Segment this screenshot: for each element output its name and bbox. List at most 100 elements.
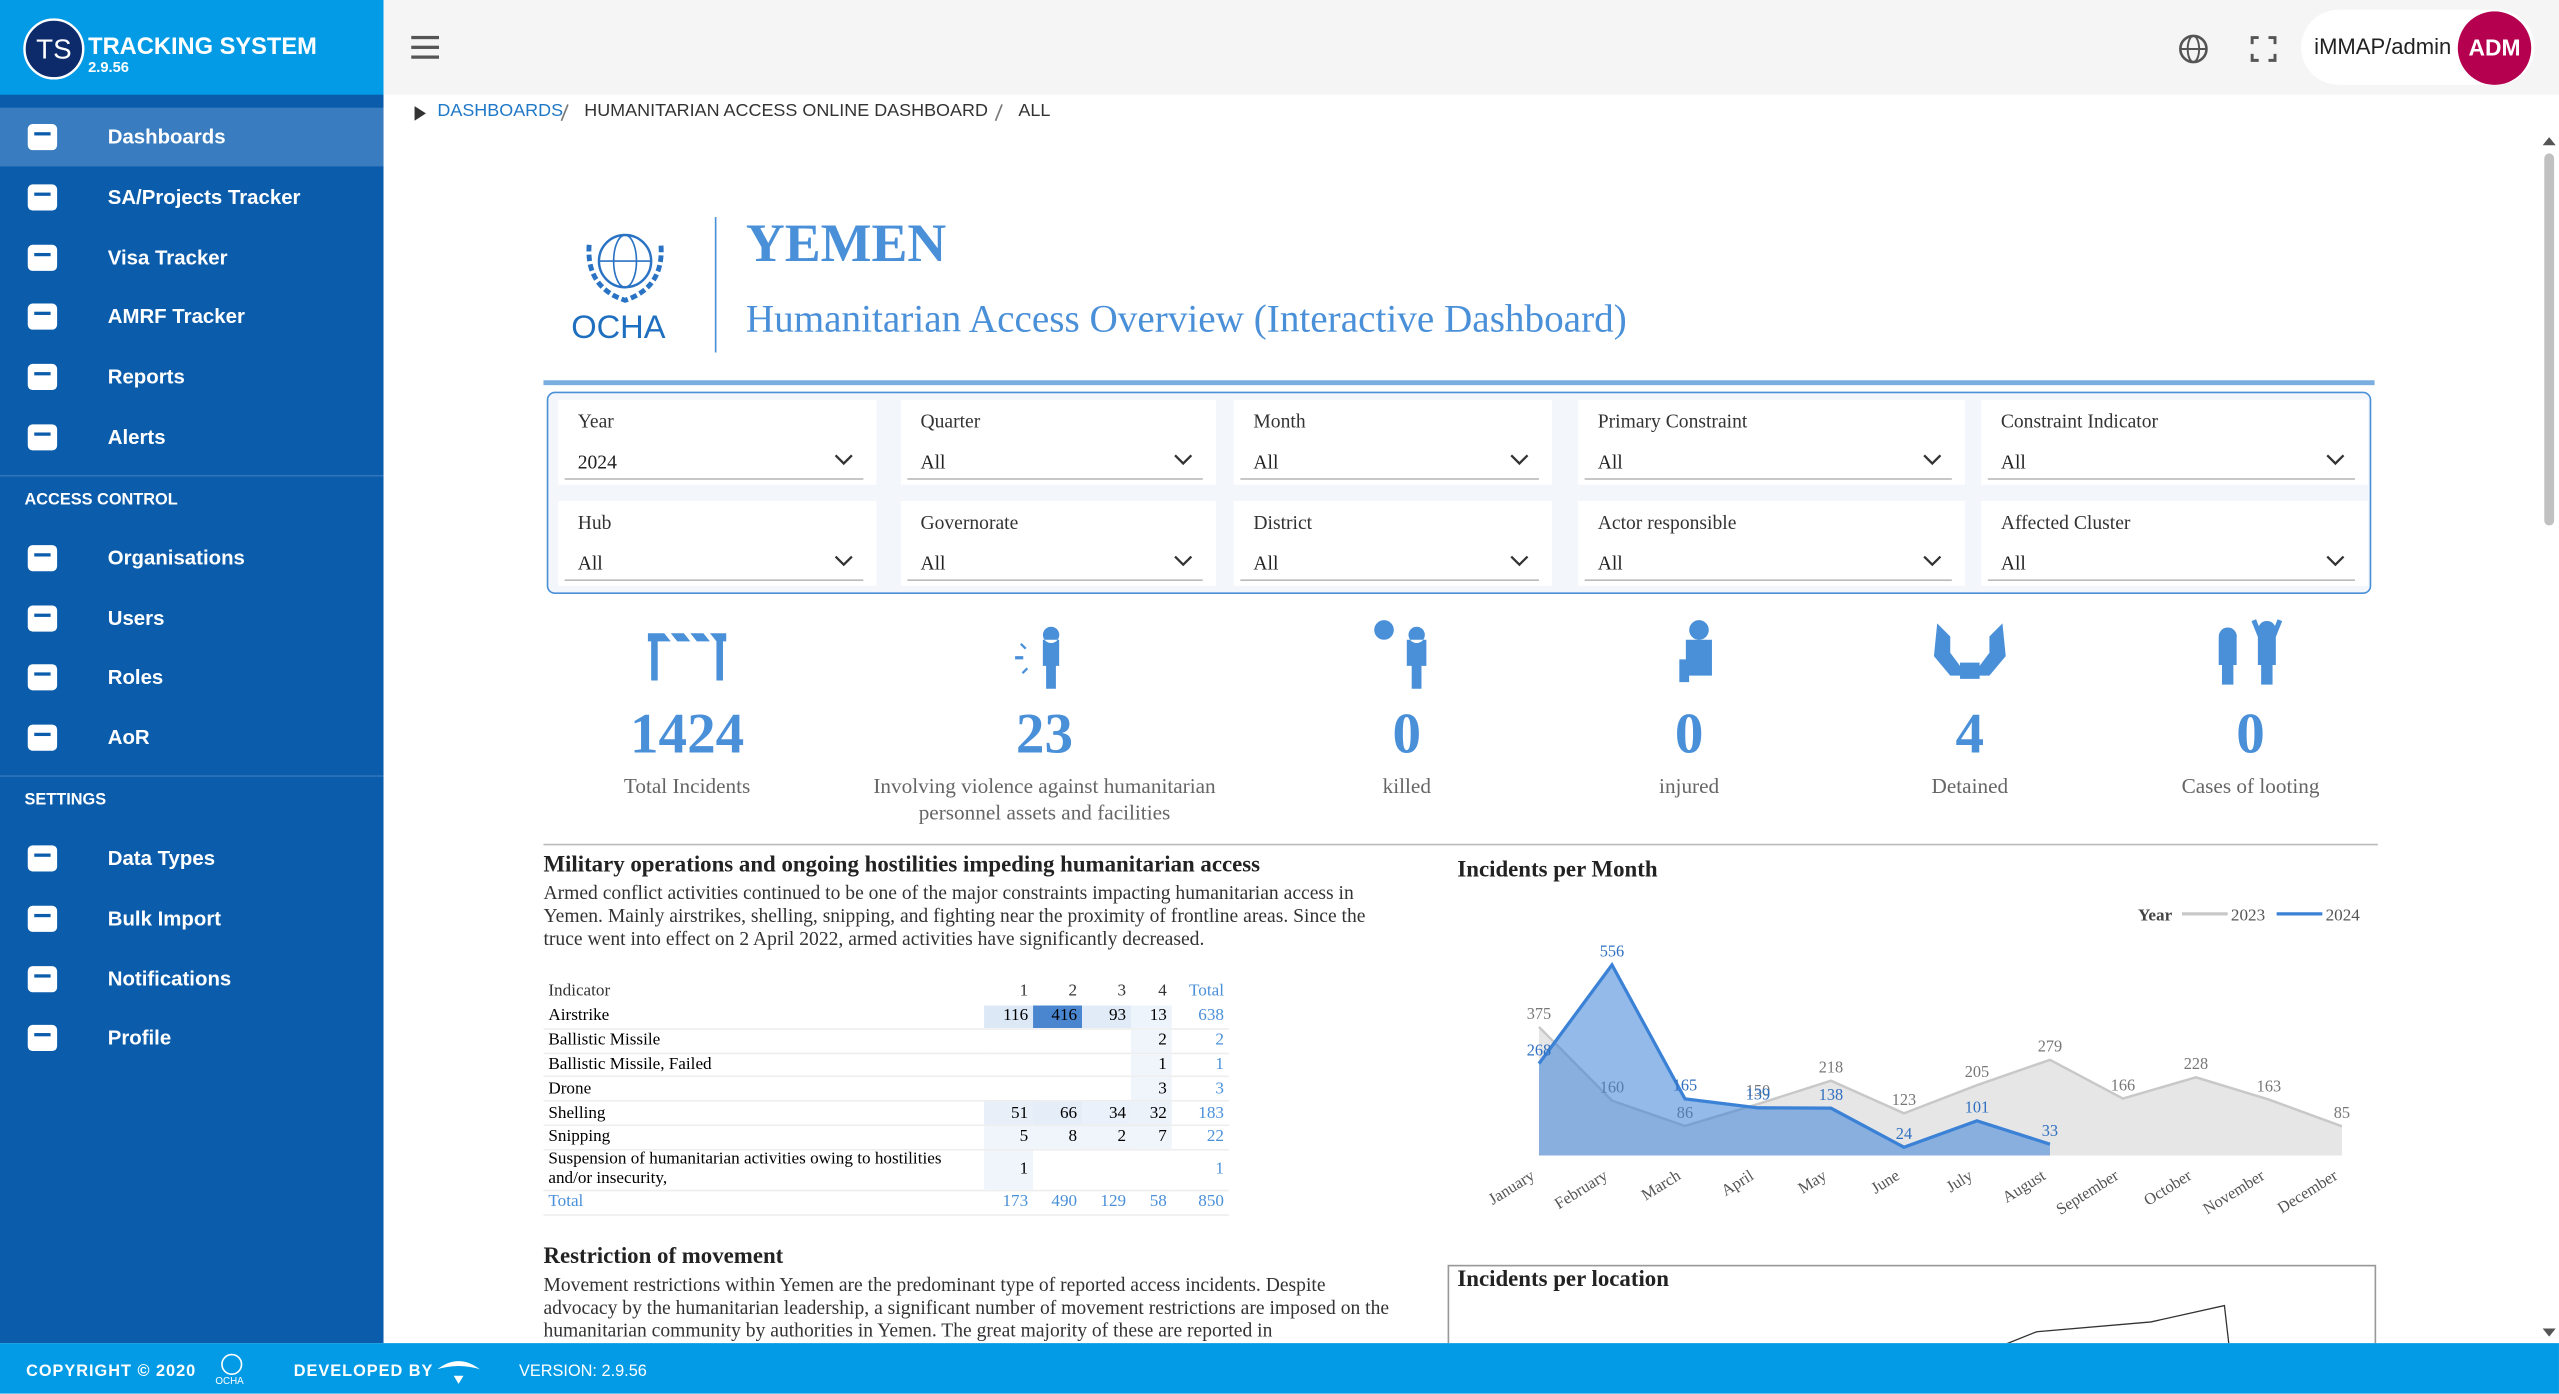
- filter[interactable]: Quarter All: [900, 399, 1216, 485]
- scroll-up[interactable]: [2542, 137, 2556, 146]
- table-cell: 3: [1171, 1076, 1229, 1102]
- filter-value[interactable]: All: [1253, 551, 1279, 575]
- menu-label[interactable]: Users: [107, 606, 165, 630]
- breadcrumb-item[interactable]: DASHBOARDS: [437, 101, 564, 121]
- menu-item[interactable]: AoR: [0, 709, 384, 768]
- menu-item[interactable]: Organisations: [0, 528, 384, 587]
- filter[interactable]: Governorate All: [900, 501, 1216, 586]
- filter[interactable]: Actor responsible All: [1578, 501, 1965, 586]
- filter-value[interactable]: All: [1597, 551, 1623, 575]
- table-cell: Indicator: [548, 981, 611, 1000]
- menu-label[interactable]: Visa Tracker: [107, 245, 228, 269]
- menu-item[interactable]: Dashboards: [0, 107, 384, 167]
- filter[interactable]: Year 2024: [558, 399, 877, 485]
- menu-item[interactable]: Roles: [0, 649, 384, 708]
- table-cell: Shelling: [543, 1101, 985, 1127]
- kpi-icon: [647, 633, 727, 681]
- section-rule: [543, 843, 2378, 846]
- hamburger-bar[interactable]: [411, 45, 440, 49]
- chevron[interactable]: [1174, 555, 1193, 567]
- filter-underline: [1240, 478, 1539, 480]
- menu-item[interactable]: Bulk Import: [0, 889, 384, 948]
- table-cell: 4: [1158, 981, 1167, 1000]
- filter-value[interactable]: All: [1253, 450, 1279, 474]
- menu-label[interactable]: Dashboards: [107, 125, 226, 149]
- filter[interactable]: Affected Cluster All: [1981, 501, 2369, 586]
- fullscreen-icon[interactable]: [2250, 36, 2277, 62]
- filter[interactable]: Primary Constraint All: [1578, 399, 1965, 485]
- menu-label[interactable]: SA/Projects Tracker: [107, 185, 301, 209]
- data-label: 218: [1819, 1058, 1843, 1077]
- table-cell: 416: [1033, 1005, 1083, 1030]
- sidebar: TS TRACKING SYSTEM 2.9.56 Dashboards SA/Proj…: [0, 0, 384, 1344]
- menu-label[interactable]: Roles: [107, 666, 164, 690]
- scroll-down[interactable]: [2542, 1328, 2556, 1337]
- filter-value[interactable]: All: [920, 551, 946, 575]
- breadcrumb-separator: [560, 104, 569, 122]
- body-row: Drone 3 3: [543, 1076, 1229, 1102]
- chevron[interactable]: [834, 454, 853, 466]
- menu-label[interactable]: Notifications: [107, 967, 232, 990]
- menu-item[interactable]: Visa Tracker: [0, 228, 384, 287]
- chevron[interactable]: [1174, 454, 1193, 466]
- chevron[interactable]: [1510, 454, 1529, 466]
- menu-label[interactable]: Organisations: [107, 546, 245, 570]
- menu-label[interactable]: AoR: [107, 726, 150, 750]
- table-cell: [984, 1028, 1034, 1054]
- menu-item[interactable]: SA/Projects Tracker: [0, 168, 384, 227]
- menu-item[interactable]: Reports: [0, 348, 384, 407]
- icon-detail: [34, 1033, 51, 1037]
- x-tick-label: May: [1794, 1165, 1830, 1197]
- filter[interactable]: Hub All: [558, 501, 877, 586]
- table-cell: 3: [1117, 981, 1127, 1000]
- menu-label[interactable]: Alerts: [107, 425, 166, 449]
- menu-label[interactable]: Reports: [107, 365, 185, 389]
- filter-underline: [1987, 579, 2355, 581]
- chevron[interactable]: [2326, 555, 2345, 567]
- hamburger-bar[interactable]: [411, 55, 440, 59]
- filter[interactable]: Constraint Indicator All: [1981, 399, 2369, 485]
- x-tick-label: July: [1943, 1165, 1977, 1196]
- chevron[interactable]: [1923, 555, 1942, 567]
- filter-value[interactable]: All: [577, 551, 603, 575]
- icon-detail: [34, 552, 51, 557]
- chevron[interactable]: [1510, 555, 1529, 567]
- hamburger-bar[interactable]: [411, 35, 440, 40]
- menu-item[interactable]: Alerts: [0, 408, 384, 467]
- scroll-thumb[interactable]: [2544, 153, 2555, 526]
- language-button: [2179, 34, 2208, 64]
- developed-by: DEVELOPED BY: [293, 1362, 434, 1381]
- menu-label[interactable]: Profile: [107, 1027, 172, 1051]
- chevron[interactable]: [1923, 454, 1942, 466]
- filter-value[interactable]: All: [2000, 551, 2026, 575]
- table-cell: Airstrike: [543, 1005, 985, 1030]
- filter-value[interactable]: All: [2000, 450, 2026, 474]
- filter-value[interactable]: All: [1597, 450, 1623, 474]
- section-title: ACCESS CONTROL: [24, 490, 178, 509]
- legend-label: 2023: [2231, 905, 2265, 924]
- table-cell: [1082, 1052, 1131, 1078]
- immap-mark: [437, 1361, 480, 1384]
- user-name[interactable]: iMMAP/admin: [2314, 34, 2452, 59]
- menu-item[interactable]: Profile: [0, 1009, 384, 1068]
- filter[interactable]: District All: [1233, 501, 1553, 586]
- menu-item[interactable]: Users: [0, 588, 384, 647]
- menu-item[interactable]: Notifications: [0, 949, 384, 1008]
- kpi-glyph: [1015, 626, 1060, 689]
- menu-label[interactable]: Bulk Import: [107, 907, 222, 930]
- series-line: [1537, 961, 2051, 1150]
- table-cell: [984, 1052, 1034, 1078]
- data-label: 375: [1527, 1004, 1551, 1023]
- chevron[interactable]: [2326, 454, 2345, 466]
- filter-value[interactable]: All: [920, 450, 946, 474]
- menu-label[interactable]: AMRF Tracker: [107, 305, 245, 329]
- chevron[interactable]: [834, 555, 853, 567]
- menu-item[interactable]: AMRF Tracker: [0, 288, 384, 347]
- user-menu[interactable]: iMMAP/admin ADM: [2301, 9, 2535, 85]
- filter-value[interactable]: 2024: [577, 450, 617, 474]
- avatar[interactable]: ADM: [2457, 11, 2532, 85]
- filter[interactable]: Month All: [1233, 399, 1553, 485]
- menu-item[interactable]: Data Types: [0, 829, 384, 888]
- menu-label[interactable]: Data Types: [107, 847, 216, 870]
- kpi-value: 0: [2236, 701, 2265, 766]
